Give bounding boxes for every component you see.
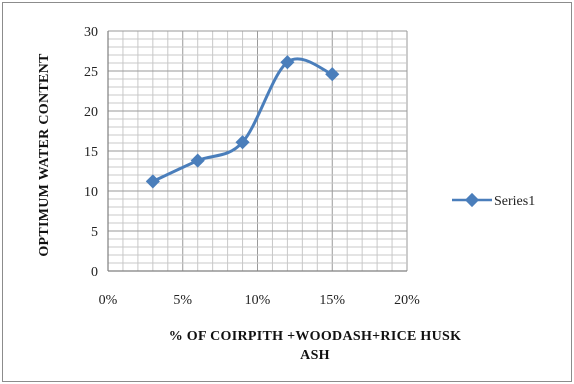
legend-series-marker: [464, 192, 480, 208]
y-tick-label: 0: [91, 265, 98, 280]
x-axis-title-line-2: ASH: [300, 348, 330, 363]
y-tick-label: 20: [84, 105, 98, 120]
x-tick-label: 10%: [245, 293, 271, 308]
y-tick-labels: 0 5 10 15 20 25 30: [84, 25, 98, 280]
x-axis-title-line-1: % OF COIRPITH +WOODASH+RICE HUSK: [169, 329, 462, 344]
data-point-marker: [190, 153, 205, 168]
data-point-marker: [280, 55, 295, 70]
axes: [107, 31, 407, 272]
y-tick-label: 25: [84, 65, 98, 80]
x-tick-label: 5%: [173, 293, 192, 308]
y-tick-label: 5: [91, 225, 98, 240]
y-tick-label: 30: [84, 25, 98, 40]
x-tick-labels: 0% 5% 10% 15% 20%: [99, 293, 421, 308]
data-point-marker: [145, 174, 160, 189]
x-tick-label: 15%: [319, 293, 345, 308]
legend-series-label: Series1: [494, 194, 535, 209]
x-tick-label: 20%: [394, 293, 420, 308]
x-tick-label: 0%: [99, 293, 118, 308]
data-point-marker: [235, 135, 250, 150]
legend: Series1: [452, 192, 535, 209]
y-tick-label: 10: [84, 185, 98, 200]
data-point-marker: [325, 67, 340, 82]
y-axis-title: OPTIMUM WATER CONTENT: [37, 53, 52, 257]
y-tick-label: 15: [84, 145, 98, 160]
series-layer: [145, 55, 340, 189]
gridlines: [107, 30, 408, 272]
